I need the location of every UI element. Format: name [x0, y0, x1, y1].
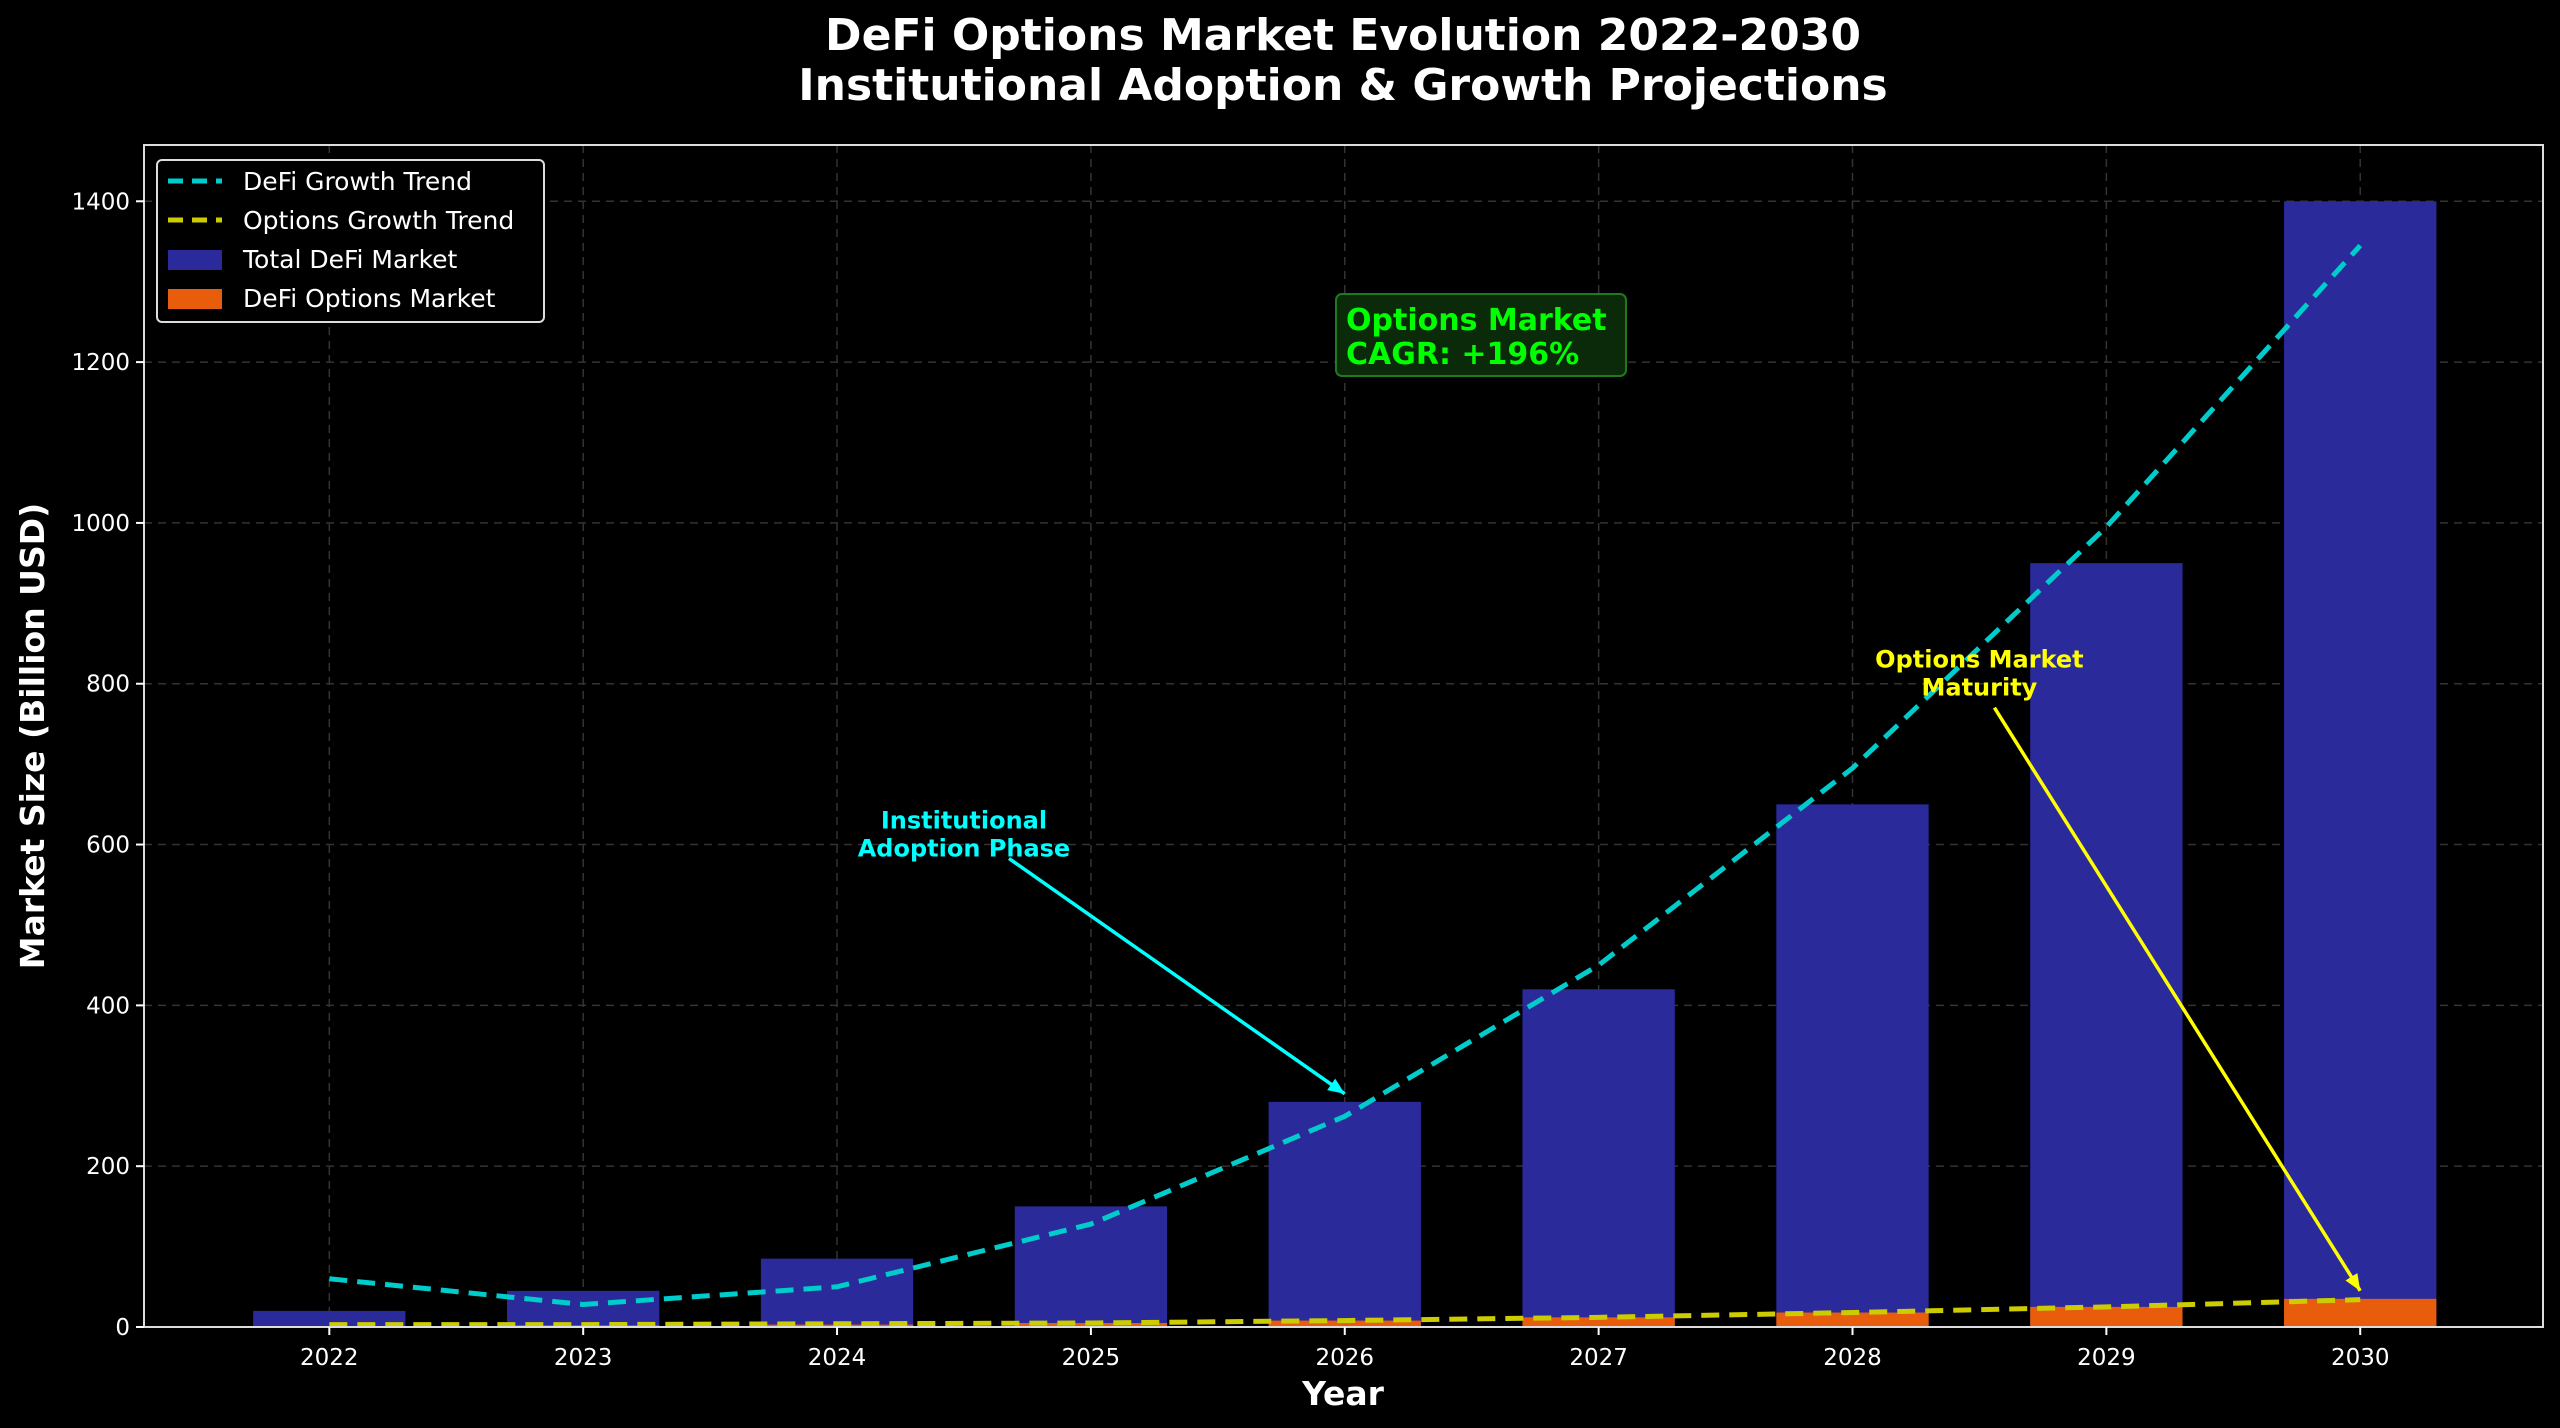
x-tick-label: 2029	[2077, 1345, 2136, 1371]
y-tick-label: 1200	[71, 350, 130, 376]
y-tick-label: 600	[86, 833, 130, 859]
x-tick-label: 2023	[554, 1345, 613, 1371]
bar-defi-options-market	[2284, 1298, 2437, 1327]
legend-swatch-total-defi	[168, 250, 222, 270]
bar-total-defi-market	[1268, 1101, 1421, 1327]
chart-title: DeFi Options Market Evolution 2022-2030	[825, 10, 1861, 61]
bar-defi-options-market	[2030, 1306, 2183, 1327]
arrow-head-icon	[2345, 1273, 2361, 1291]
annotation-text: Institutional	[881, 806, 1047, 834]
x-axis-label: Year	[1301, 1374, 1385, 1413]
bar-total-defi-market	[2284, 201, 2437, 1327]
x-tick-label: 2028	[1823, 1345, 1882, 1371]
bars	[253, 201, 2437, 1327]
y-tick-label: 0	[115, 1315, 130, 1341]
y-tick-label: 1000	[71, 511, 130, 537]
legend-label-options-market: DeFi Options Market	[243, 284, 496, 313]
legend: DeFi Growth Trend Options Growth Trend T…	[156, 159, 545, 323]
trend-lines	[329, 243, 2363, 1328]
info-box-line-1: Options Market	[1346, 303, 1607, 338]
bar-defi-options-market	[1522, 1317, 1675, 1327]
ticks: 2022 2023 2024 2025 2026 2027 2028 2029 2030 0 200…	[71, 189, 2389, 1371]
x-tick-label: 2026	[1315, 1345, 1374, 1371]
line-defi-growth-trend	[329, 243, 2363, 1307]
line-options-growth-trend	[329, 1297, 2361, 1328]
plot-frame	[143, 144, 2544, 1328]
x-tick-label: 2025	[1062, 1345, 1121, 1371]
y-tick-label: 800	[86, 672, 130, 698]
annotation-text: Maturity	[1922, 674, 2038, 702]
y-tick-label: 400	[86, 993, 130, 1019]
chart-subtitle: Institutional Adoption & Growth Projecti…	[798, 60, 1887, 111]
legend-label-defi-trend: DeFi Growth Trend	[243, 167, 472, 196]
y-tick-label: 200	[86, 1154, 130, 1180]
x-tick-label: 2027	[1569, 1345, 1628, 1371]
legend-swatch-options-market	[168, 289, 222, 309]
arrow-head-icon	[1327, 1078, 1345, 1094]
x-tick-label: 2030	[2331, 1345, 2390, 1371]
annotation-arrow	[1992, 706, 2362, 1292]
bar-total-defi-market	[507, 1290, 660, 1327]
y-axis-label: Market Size (Billion USD)	[13, 503, 52, 969]
bar-total-defi-market	[1776, 804, 1929, 1327]
y-tick-label: 1400	[71, 189, 130, 215]
legend-label-total-defi: Total DeFi Market	[242, 245, 458, 274]
annotation-text: Options Market	[1875, 646, 2083, 674]
legend-label-options-trend: Options Growth Trend	[243, 206, 514, 235]
annotation-arrow	[1007, 857, 1346, 1096]
x-tick-label: 2024	[808, 1345, 867, 1371]
x-tick-label: 2022	[300, 1345, 359, 1371]
annotation-text: Adoption Phase	[858, 834, 1070, 862]
bar-total-defi-market	[2030, 563, 2183, 1327]
info-box-line-2: CAGR: +196%	[1346, 337, 1579, 372]
info-box: Options Market CAGR: +196%	[1335, 293, 1627, 377]
bar-total-defi-market	[1522, 989, 1675, 1327]
bar-defi-options-market	[1268, 1320, 1421, 1327]
bar-defi-options-market	[1776, 1312, 1929, 1327]
